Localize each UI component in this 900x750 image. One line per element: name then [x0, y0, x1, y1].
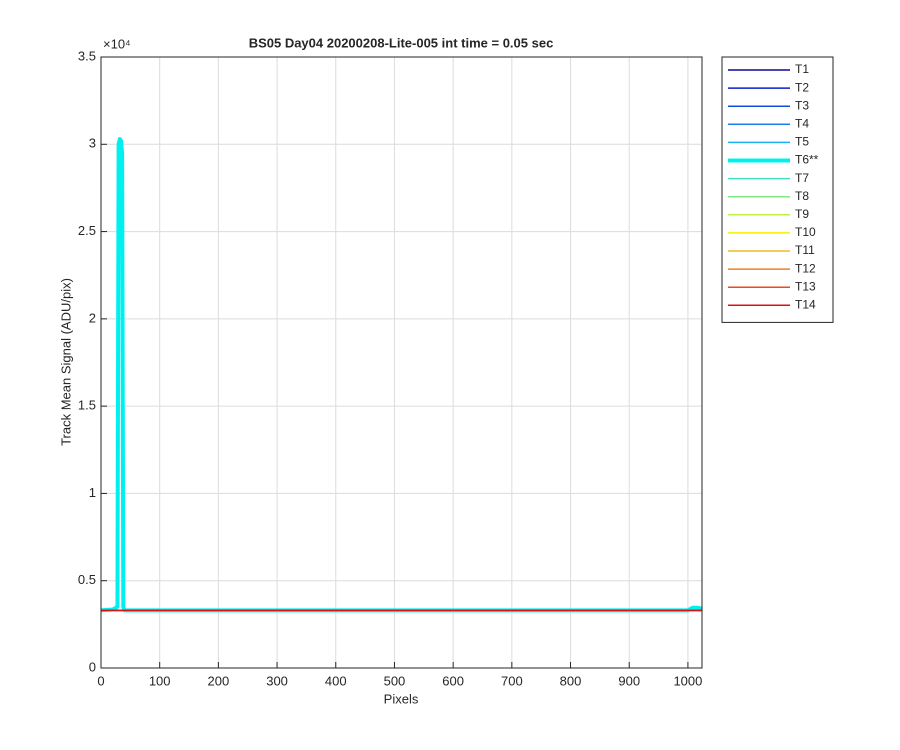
- x-axis-label: Pixels: [384, 691, 419, 706]
- x-tick-label: 500: [384, 673, 406, 688]
- legend-label: T9: [795, 207, 809, 221]
- legend-label: T5: [795, 135, 809, 149]
- y-tick-label: 0.5: [78, 572, 96, 587]
- x-tick-label: 700: [501, 673, 523, 688]
- legend-box: [721, 56, 834, 323]
- legend-label: T10: [795, 225, 816, 239]
- legend-label: T3: [795, 98, 809, 112]
- y-tick-label: 1: [89, 485, 96, 500]
- y-tick-label: 3.5: [78, 48, 96, 63]
- y-tick-label: 0: [89, 659, 96, 674]
- legend-label: T13: [795, 279, 816, 293]
- legend-label: T4: [795, 116, 809, 130]
- y-exponent-label: ×10⁴: [103, 36, 131, 51]
- legend-label: T12: [795, 261, 816, 275]
- legend-label: T14: [795, 297, 816, 311]
- y-axis-label: Track Mean Signal (ADU/pix): [58, 278, 73, 446]
- legend-label: T6**: [795, 153, 819, 167]
- y-tick-label: 2.5: [78, 223, 96, 238]
- legend-label: T2: [795, 80, 809, 94]
- plot-frame: [100, 56, 703, 669]
- x-tick-label: 0: [97, 673, 104, 688]
- x-tick-label: 400: [325, 673, 347, 688]
- chart-title: BS05 Day04 20200208-Lite-005 int time = …: [249, 35, 554, 50]
- x-tick-label: 200: [208, 673, 230, 688]
- legend-label: T8: [795, 189, 809, 203]
- x-tick-label: 300: [266, 673, 288, 688]
- legend-label: T7: [795, 171, 809, 185]
- x-tick-label: 800: [560, 673, 582, 688]
- x-tick-label: 1000: [673, 673, 702, 688]
- legend-label: T11: [795, 243, 815, 257]
- y-tick-label: 1.5: [78, 398, 96, 413]
- y-tick-label: 3: [89, 136, 96, 151]
- x-tick-label: 100: [149, 673, 171, 688]
- x-tick-label: 900: [618, 673, 640, 688]
- x-tick-label: 600: [442, 673, 464, 688]
- y-tick-label: 2: [89, 310, 96, 325]
- series-line: [100, 137, 703, 613]
- legend-label: T1: [795, 62, 809, 76]
